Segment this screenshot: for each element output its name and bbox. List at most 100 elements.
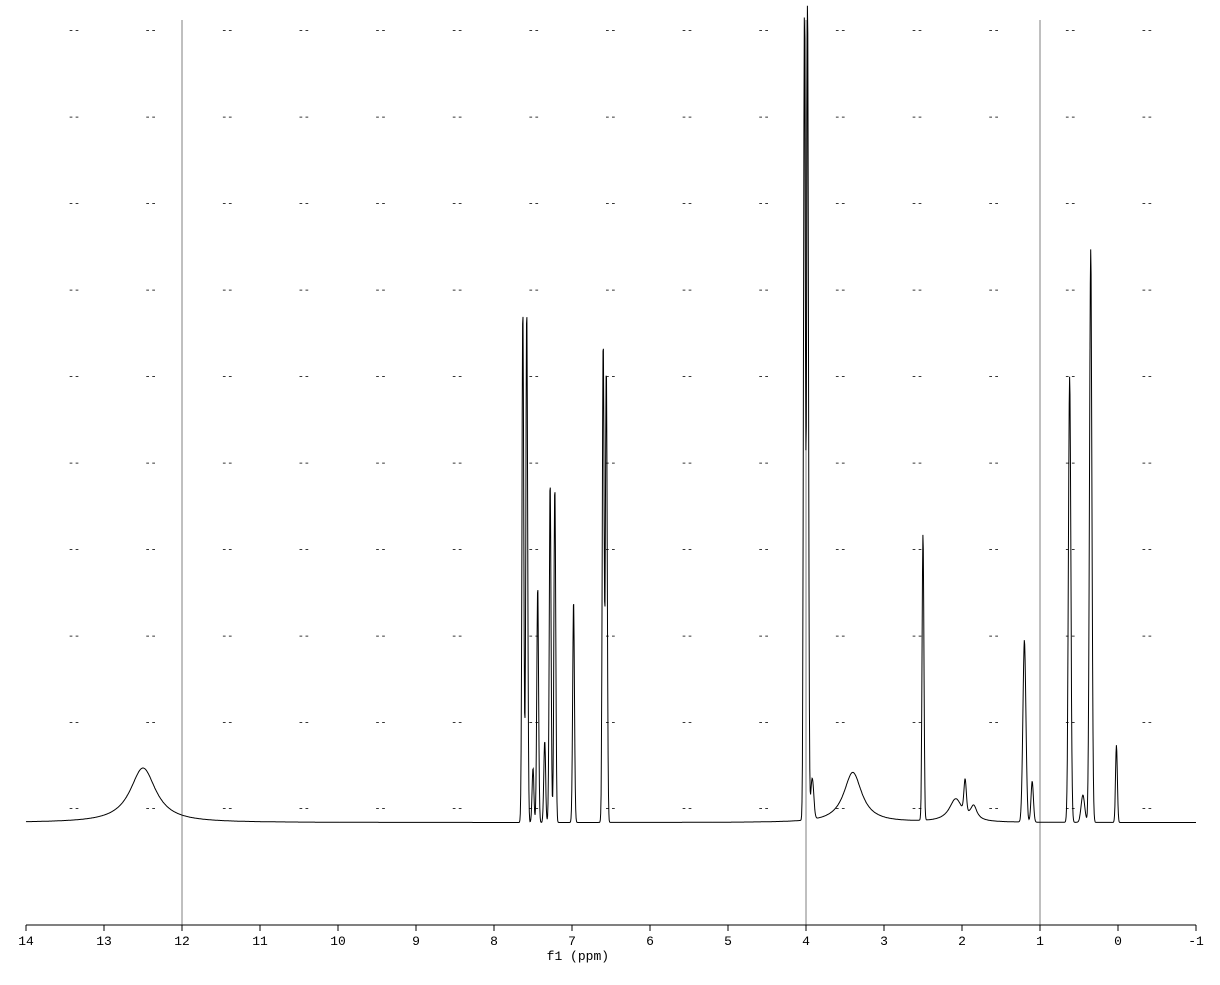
x-axis-tick-label: -1 xyxy=(1188,934,1204,949)
grid-cross-mark: -- xyxy=(604,113,616,124)
grid-cross-mark: -- xyxy=(834,718,846,729)
grid-cross-mark: -- xyxy=(145,459,157,470)
grid-cross-mark: -- xyxy=(604,27,616,38)
grid-cross-mark: -- xyxy=(145,27,157,38)
grid-cross-mark: -- xyxy=(68,718,80,729)
grid-cross-mark: -- xyxy=(1141,718,1153,729)
grid-cross-mark: -- xyxy=(758,632,770,643)
x-axis-tick-label: 9 xyxy=(412,934,420,949)
grid-cross-mark: -- xyxy=(604,286,616,297)
x-axis-tick-label: 3 xyxy=(880,934,888,949)
grid-cross-mark: -- xyxy=(834,372,846,383)
grid-cross-mark: -- xyxy=(1064,718,1076,729)
grid-cross-mark: -- xyxy=(68,545,80,556)
grid-cross-mark: -- xyxy=(1064,113,1076,124)
spectrum-trace xyxy=(26,6,1196,823)
grid-cross-mark: -- xyxy=(911,459,923,470)
x-axis-tick-label: 12 xyxy=(174,934,190,949)
grid-cross-mark: -- xyxy=(758,286,770,297)
grid-cross-mark: -- xyxy=(911,27,923,38)
grid-cross-mark: -- xyxy=(145,113,157,124)
grid-cross-mark: -- xyxy=(681,113,693,124)
grid-cross-mark: -- xyxy=(68,27,80,38)
grid-cross-mark: -- xyxy=(988,27,1000,38)
grid-cross-mark: -- xyxy=(298,113,310,124)
grid-cross-mark: -- xyxy=(145,372,157,383)
grid-cross-mark: -- xyxy=(68,805,80,816)
x-axis-tick-label: 6 xyxy=(646,934,654,949)
grid-cross-mark: -- xyxy=(758,805,770,816)
grid-cross-mark: -- xyxy=(681,286,693,297)
grid-cross-mark: -- xyxy=(988,632,1000,643)
grid-cross-mark: -- xyxy=(681,545,693,556)
grid-cross-mark: -- xyxy=(221,372,233,383)
grid-cross-mark: -- xyxy=(451,459,463,470)
grid-cross-mark: -- xyxy=(758,113,770,124)
grid-cross-mark: -- xyxy=(375,718,387,729)
grid-cross-mark: -- xyxy=(68,113,80,124)
grid-cross-mark: -- xyxy=(298,718,310,729)
grid-cross-mark: -- xyxy=(298,805,310,816)
grid-cross-mark: -- xyxy=(758,545,770,556)
grid-cross-mark: -- xyxy=(604,459,616,470)
grid-cross-mark: -- xyxy=(145,286,157,297)
grid-cross-mark: -- xyxy=(375,459,387,470)
grid-cross-mark: -- xyxy=(604,632,616,643)
grid-cross-mark: -- xyxy=(221,27,233,38)
grid-cross-mark: -- xyxy=(221,805,233,816)
x-axis-tick-label: 8 xyxy=(490,934,498,949)
grid-cross-mark: -- xyxy=(834,632,846,643)
grid-cross-mark: -- xyxy=(68,632,80,643)
nmr-spectrum-figure: -- -- -- -- -- -- -- -- -- -- -- -- -- -- -- -- -- -- -- --… xyxy=(0,0,1220,985)
grid-cross-mark: -- xyxy=(834,459,846,470)
grid-cross-mark: -- xyxy=(758,718,770,729)
grid-cross-mark: -- xyxy=(145,545,157,556)
grid-cross-mark: -- xyxy=(221,459,233,470)
grid-cross-mark: -- xyxy=(375,805,387,816)
grid-cross-mark: -- xyxy=(298,200,310,211)
grid-cross-mark: -- xyxy=(1141,805,1153,816)
grid-cross-mark: -- xyxy=(1141,545,1153,556)
grid-cross-mark: -- xyxy=(451,805,463,816)
grid-cross-mark: -- xyxy=(68,459,80,470)
grid-cross-mark: -- xyxy=(1064,632,1076,643)
grid-cross-mark: -- xyxy=(68,200,80,211)
grid-cross-mark: -- xyxy=(451,200,463,211)
grid-cross-mark: -- xyxy=(451,545,463,556)
grid-cross-mark: -- xyxy=(451,286,463,297)
grid-cross-mark: -- xyxy=(1064,27,1076,38)
grid-cross-mark: -- xyxy=(988,545,1000,556)
grid-cross-mark: -- xyxy=(834,286,846,297)
grid-cross-mark: -- xyxy=(145,805,157,816)
grid-cross-mark: -- xyxy=(1141,113,1153,124)
grid-cross-mark: -- xyxy=(221,113,233,124)
grid-cross-mark: -- xyxy=(988,372,1000,383)
grid-cross-mark: -- xyxy=(375,632,387,643)
grid-cross-mark: -- xyxy=(375,372,387,383)
grid-cross-mark: -- xyxy=(1064,286,1076,297)
grid-cross-mark: -- xyxy=(681,27,693,38)
grid-cross-mark: -- xyxy=(1141,372,1153,383)
grid-cross-mark: -- xyxy=(528,286,540,297)
grid-cross-mark: -- xyxy=(451,372,463,383)
grid-cross-mark: -- xyxy=(1141,27,1153,38)
grid-cross-mark: -- xyxy=(604,545,616,556)
grid-cross-mark: -- xyxy=(298,545,310,556)
grid-cross-mark: -- xyxy=(988,286,1000,297)
spectrum-svg: -- -- -- -- -- -- -- -- -- -- -- -- -- -- -- -- -- -- -- --… xyxy=(0,0,1220,985)
grid-cross-mark: -- xyxy=(298,27,310,38)
grid-cross-mark: -- xyxy=(604,718,616,729)
grid-cross-mark: -- xyxy=(988,718,1000,729)
grid-cross-mark: -- xyxy=(681,372,693,383)
x-axis-tick-label: 13 xyxy=(96,934,112,949)
grid-cross-mark: -- xyxy=(528,545,540,556)
grid-cross-mark: -- xyxy=(758,372,770,383)
grid-cross-mark: -- xyxy=(988,113,1000,124)
grid-cross-mark: -- xyxy=(911,372,923,383)
grid-cross-mark: -- xyxy=(1141,200,1153,211)
grid-cross-mark: -- xyxy=(298,372,310,383)
grid-cross-mark: -- xyxy=(681,459,693,470)
grid-cross-mark: -- xyxy=(528,27,540,38)
x-axis-tick-label: 5 xyxy=(724,934,732,949)
grid-cross-mark: -- xyxy=(1064,545,1076,556)
